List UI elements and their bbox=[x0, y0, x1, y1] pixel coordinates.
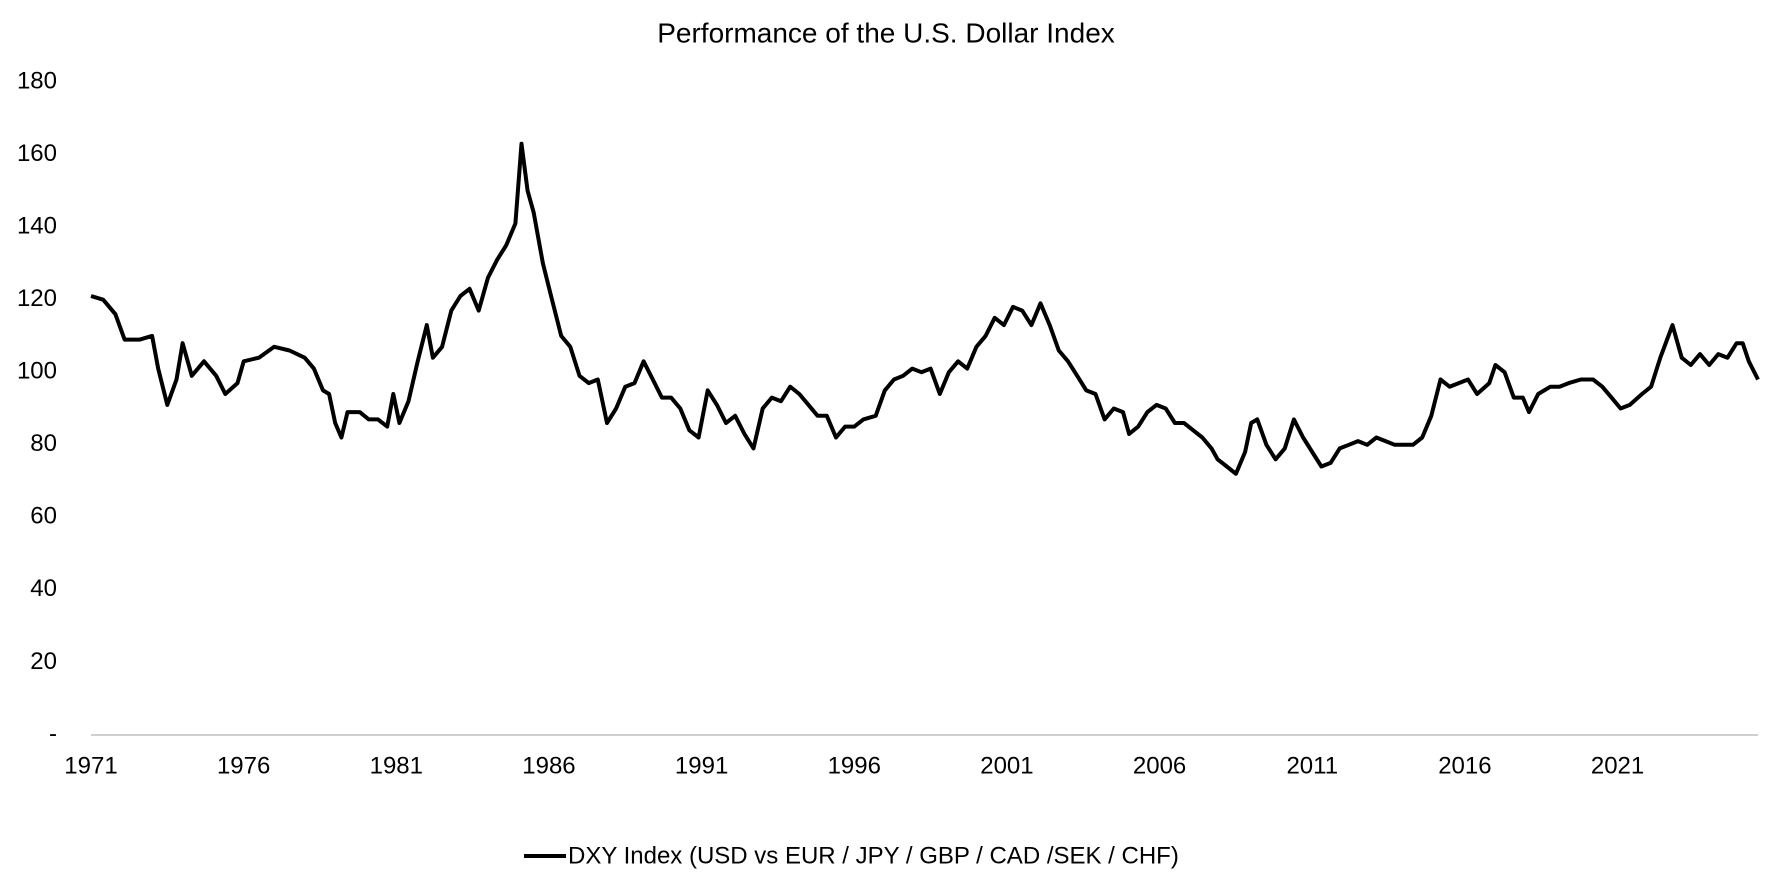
y-tick-label: 140 bbox=[17, 212, 57, 239]
y-tick-label: - bbox=[49, 720, 57, 747]
y-tick-label: 180 bbox=[17, 67, 57, 94]
x-tick-label: 2001 bbox=[980, 752, 1033, 779]
x-tick-label: 2006 bbox=[1133, 752, 1186, 779]
y-tick-label: 160 bbox=[17, 140, 57, 167]
x-tick-label: 2011 bbox=[1286, 752, 1338, 779]
chart-title: Performance of the U.S. Dollar Index bbox=[657, 17, 1115, 48]
x-tick-label: 1991 bbox=[675, 752, 728, 779]
x-tick-label: 1996 bbox=[828, 752, 881, 779]
y-tick-label: 120 bbox=[17, 285, 57, 312]
x-tick-label: 2016 bbox=[1438, 752, 1491, 779]
data-line bbox=[90, 141, 1760, 476]
y-tick-label: 100 bbox=[17, 358, 57, 385]
legend-label: DXY Index (USD vs EUR / JPY / GBP / CAD … bbox=[568, 842, 1179, 869]
y-tick-label: 60 bbox=[30, 503, 57, 530]
y-tick-label: 40 bbox=[30, 575, 57, 602]
y-tick-label: 80 bbox=[30, 430, 57, 457]
x-tick-label: 2021 bbox=[1591, 752, 1644, 779]
x-tick-label: 1986 bbox=[522, 752, 575, 779]
x-tick-label: 1981 bbox=[370, 752, 423, 779]
x-tick-label: 1971 bbox=[64, 752, 117, 779]
y-tick-label: 20 bbox=[30, 648, 57, 675]
x-tick-label: 1976 bbox=[217, 752, 270, 779]
